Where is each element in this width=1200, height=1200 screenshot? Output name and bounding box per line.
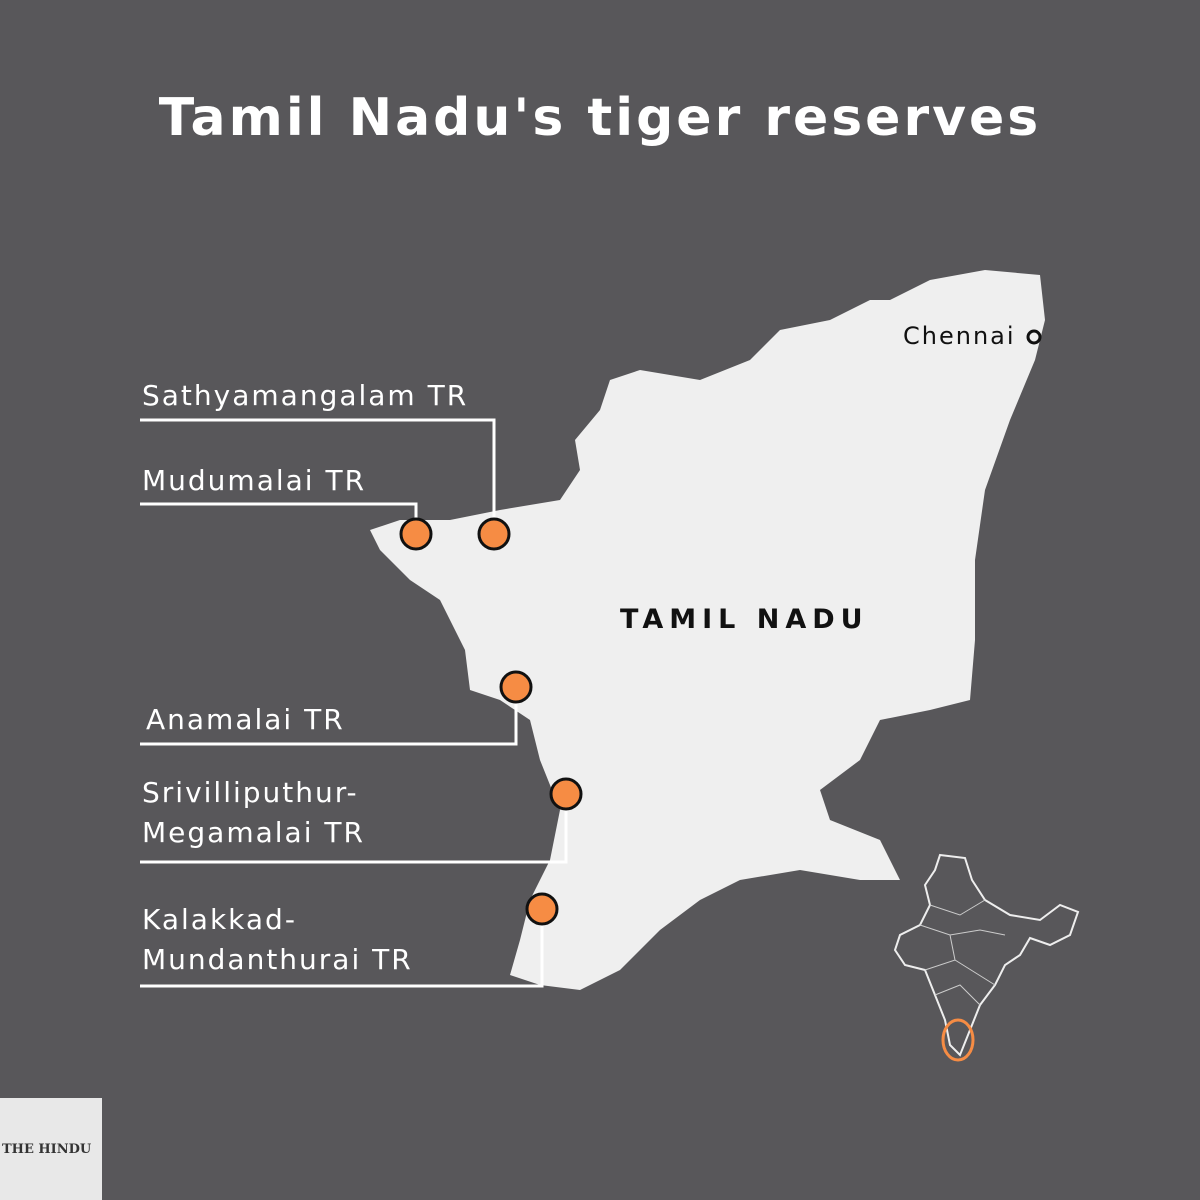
chennai-marker [1026,329,1042,345]
marker-anamalai[interactable] [499,670,533,704]
marker-kalakkad[interactable] [525,892,559,926]
label-kalakkad: Kalakkad- Mundanthurai TR [142,903,413,976]
tamil-nadu-shape [370,270,1045,990]
label-sathyamangalam: Sathyamangalam TR [142,379,469,412]
label-anamalai: Anamalai TR [146,703,345,736]
logo-text: THE HINDU [2,1142,92,1157]
leader-srivilliputhur [140,808,568,864]
the-hindu-logo: THE HINDU [0,1098,102,1200]
leader-sathyamangalam [140,418,496,520]
city-label-chennai: Chennai [903,322,1016,350]
map-title: Tamil Nadu's tiger reserves [158,88,1042,148]
leader-mudumalai [140,502,418,520]
label-mudumalai: Mudumalai TR [142,464,367,497]
marker-sathyamangalam[interactable] [477,517,511,551]
marker-srivilliputhur[interactable] [549,777,583,811]
india-state-borders [919,899,1006,1006]
label-srivilliputhur: Srivilliputhur- Megamalai TR [142,776,365,849]
leader-lines [140,418,568,988]
india-inset-map [893,853,1080,1057]
marker-mudumalai[interactable] [399,517,433,551]
leader-kalakkad [140,924,544,988]
leader-anamalai [140,700,518,746]
tamil-nadu-highlight [941,1018,975,1062]
state-label: TAMIL NADU [620,604,869,635]
